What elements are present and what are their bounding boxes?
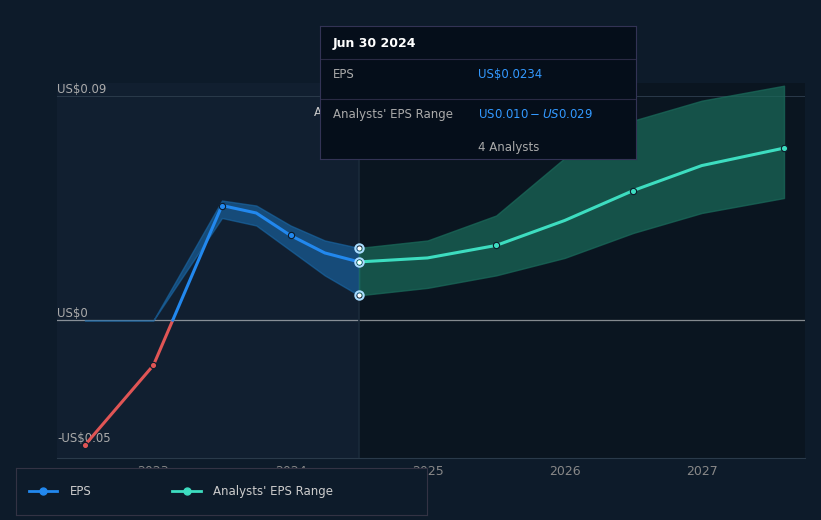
Text: Analysts' EPS Range: Analysts' EPS Range bbox=[333, 108, 453, 121]
Text: Analysts Forecasts: Analysts Forecasts bbox=[367, 106, 477, 119]
Text: Analysts' EPS Range: Analysts' EPS Range bbox=[213, 485, 333, 498]
Text: Actual: Actual bbox=[314, 106, 351, 119]
Text: US$0.0234: US$0.0234 bbox=[478, 69, 543, 82]
Text: US$0.09: US$0.09 bbox=[57, 83, 107, 96]
Text: EPS: EPS bbox=[70, 485, 91, 498]
Text: 4 Analysts: 4 Analysts bbox=[478, 141, 539, 154]
Text: EPS: EPS bbox=[333, 69, 355, 82]
Text: US$0.010 - US$0.029: US$0.010 - US$0.029 bbox=[478, 108, 593, 121]
Text: Jun 30 2024: Jun 30 2024 bbox=[333, 36, 416, 49]
Bar bbox=[57, 83, 359, 458]
Text: -US$0.05: -US$0.05 bbox=[57, 432, 111, 445]
Bar bbox=[359, 83, 805, 458]
Text: US$0: US$0 bbox=[57, 307, 88, 320]
